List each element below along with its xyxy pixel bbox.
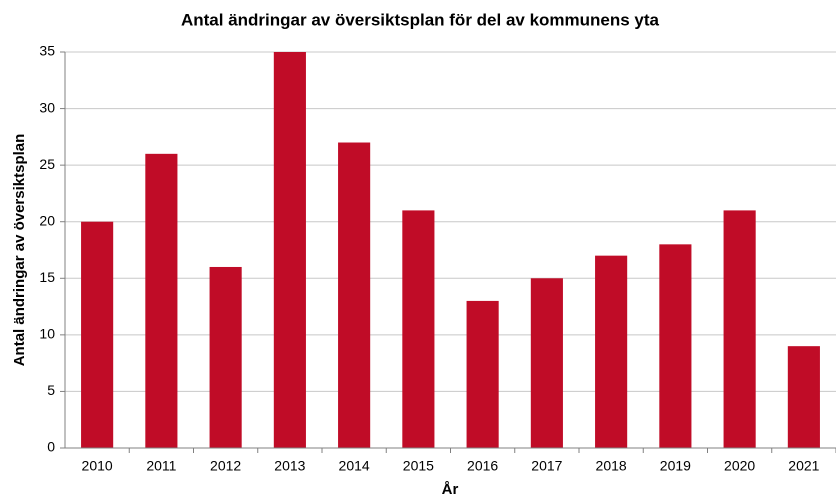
x-tick-label: 2021: [788, 458, 819, 474]
x-tick-label: 2012: [210, 458, 241, 474]
bar: [209, 266, 242, 448]
bar: [659, 244, 692, 448]
x-tick-label: 2016: [467, 458, 498, 474]
x-tick-label: 2018: [596, 458, 627, 474]
y-tick-label: 5: [47, 382, 55, 398]
bar: [402, 210, 435, 448]
x-tick-label: 2019: [660, 458, 691, 474]
x-tick-label: 2011: [146, 458, 176, 474]
bar: [595, 255, 628, 448]
y-tick-label: 25: [39, 156, 55, 172]
x-tick-label: 2020: [724, 458, 755, 474]
y-tick-label: 35: [39, 43, 55, 59]
y-tick-label: 15: [39, 269, 55, 285]
chart-title: Antal ändringar av översiktsplan för del…: [181, 10, 660, 29]
bar: [81, 221, 114, 448]
y-axis-label: Antal ändringar av översiktsplan: [11, 134, 28, 367]
x-tick-label: 2014: [339, 458, 370, 474]
y-tick-label: 20: [39, 212, 55, 228]
y-tick-label: 10: [39, 326, 55, 342]
x-tick-label: 2013: [274, 458, 305, 474]
bar: [145, 153, 178, 449]
y-tick-label: 30: [39, 99, 55, 115]
bar: [338, 142, 371, 448]
bar: [273, 52, 306, 448]
x-tick-label: 2017: [531, 458, 562, 474]
x-tick-label: 2015: [403, 458, 434, 474]
x-axis-label: År: [442, 481, 459, 498]
bar: [466, 300, 499, 448]
x-tick-label: 2010: [82, 458, 113, 474]
y-tick-label: 0: [47, 439, 55, 455]
bar: [787, 346, 820, 448]
bar: [530, 278, 563, 448]
bar: [723, 210, 756, 448]
